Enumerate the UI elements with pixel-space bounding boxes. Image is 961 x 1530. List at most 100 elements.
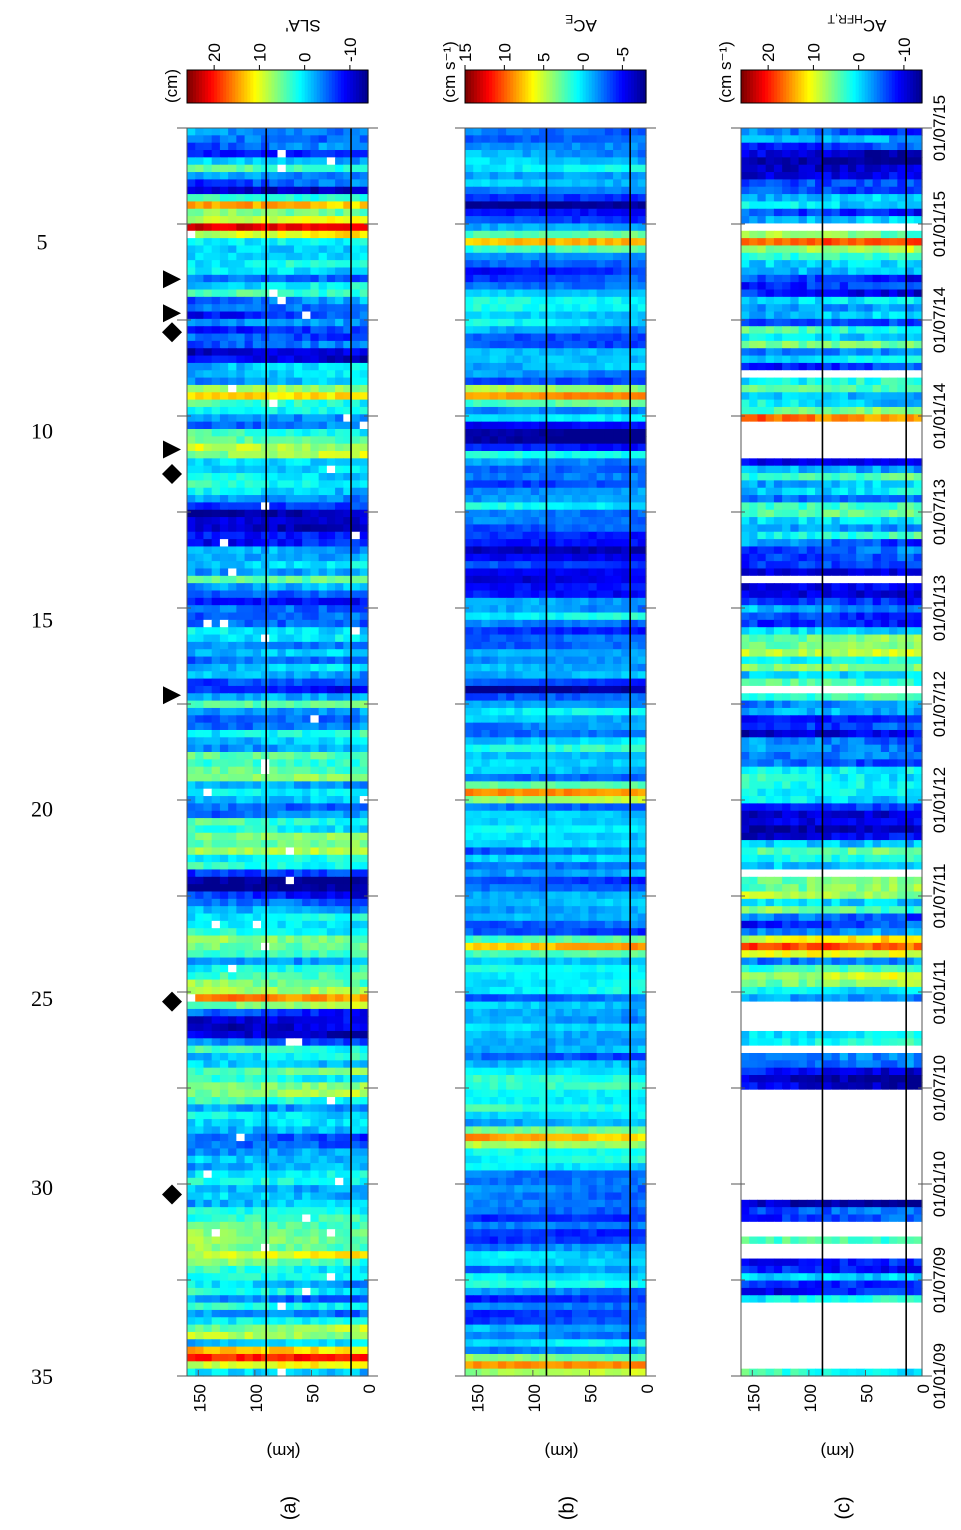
- heatmap-cell: [563, 495, 573, 503]
- heatmap-cell: [343, 774, 353, 782]
- heatmap-cell: [580, 179, 590, 188]
- heatmap-cell: [203, 128, 213, 136]
- heatmap-cell: [522, 201, 532, 210]
- heatmap-cell: [302, 906, 312, 915]
- heatmap-cell: [359, 245, 369, 254]
- heatmap-cell: [621, 406, 631, 415]
- heatmap-cell: [244, 1016, 254, 1025]
- heatmap-cell: [335, 1155, 344, 1164]
- heatmap-cell: [588, 473, 598, 481]
- heatmap-cell: [228, 1317, 237, 1326]
- heatmap-cell: [343, 942, 353, 951]
- heatmap-cell: [302, 1346, 312, 1355]
- heatmap-cell: [522, 172, 532, 180]
- heatmap-cell: [310, 142, 320, 151]
- heatmap-cell: [252, 1236, 262, 1245]
- heatmap-cell: [335, 663, 344, 672]
- colorbar-segment: [289, 70, 294, 103]
- heatmap-cell: [637, 186, 647, 195]
- heatmap-cell: [236, 759, 246, 768]
- heatmap-cell: [277, 142, 287, 151]
- heatmap-cell: [326, 487, 336, 496]
- heatmap-cell: [539, 495, 548, 503]
- heatmap-cell: [302, 392, 312, 401]
- heatmap-cell: [269, 1082, 279, 1091]
- heatmap-cell: [571, 282, 581, 291]
- heatmap-cell: [211, 1016, 221, 1025]
- heatmap-cell: [514, 150, 524, 158]
- heatmap-cell: [203, 495, 213, 503]
- heatmap-cell: [285, 796, 295, 804]
- heatmap-cell: [621, 216, 631, 225]
- heatmap-cell: [530, 296, 540, 305]
- heatmap-cell: [277, 1045, 287, 1054]
- heatmap-cell: [563, 252, 573, 261]
- heatmap-cell: [335, 128, 344, 136]
- heatmap-cell: [351, 634, 361, 643]
- heatmap-cell: [637, 289, 647, 298]
- heatmap-cell: [359, 230, 369, 239]
- heatmap-cell: [219, 150, 229, 158]
- heatmap-cell: [219, 142, 229, 151]
- heatmap-cell: [539, 333, 548, 342]
- heatmap-cell: [195, 1082, 205, 1091]
- heatmap-cell: [236, 685, 246, 694]
- heatmap-cell: [318, 531, 328, 540]
- heatmap-cell: [211, 928, 221, 937]
- heatmap-cell: [285, 1119, 295, 1127]
- heatmap-cell: [252, 869, 262, 878]
- heatmap-cell: [326, 1163, 336, 1172]
- heatmap-cell: [211, 964, 221, 973]
- heatmap-cell: [269, 1317, 279, 1326]
- heatmap-cell: [252, 898, 262, 907]
- heatmap-cell: [236, 1148, 246, 1157]
- heatmap-cell: [481, 289, 491, 298]
- heatmap-cell: [588, 157, 598, 166]
- heatmap-cell: [343, 186, 353, 195]
- heatmap-cell: [219, 517, 229, 526]
- heatmap-cell: [318, 627, 328, 636]
- heatmap-cell: [187, 803, 196, 812]
- heatmap-cell: [219, 935, 229, 944]
- heatmap-cell: [326, 502, 336, 511]
- heatmap-cell: [195, 384, 205, 393]
- heatmap-cell: [326, 436, 336, 445]
- heatmap-cell: [359, 1045, 369, 1054]
- heatmap-cell: [219, 245, 229, 254]
- heatmap-cell: [489, 392, 499, 401]
- heatmap-cell: [613, 282, 622, 291]
- heatmap-cell: [285, 223, 295, 232]
- heatmap-cell: [219, 1030, 229, 1039]
- heatmap-cell: [351, 179, 361, 188]
- heatmap-cell: [310, 157, 320, 166]
- heatmap-cell: [195, 517, 205, 526]
- heatmap-cell: [506, 172, 515, 180]
- heatmap-cell: [335, 1185, 344, 1194]
- heatmap-cell: [473, 150, 483, 158]
- heatmap-cell: [318, 752, 328, 760]
- heatmap-cell: [187, 825, 196, 834]
- heatmap-cell: [228, 348, 237, 357]
- heatmap-cell: [310, 869, 320, 878]
- heatmap-cell: [621, 304, 631, 313]
- heatmap-cell: [318, 869, 328, 878]
- heatmap-cell: [252, 1185, 262, 1194]
- heatmap-cell: [187, 223, 196, 232]
- heatmap-cell: [497, 274, 507, 283]
- heatmap-cell: [211, 722, 221, 731]
- heatmap-cell: [310, 920, 320, 929]
- heatmap-cell: [236, 428, 246, 437]
- heatmap-cell: [326, 1309, 336, 1318]
- heatmap-cell: [244, 671, 254, 680]
- heatmap-cell: [563, 194, 573, 203]
- heatmap-cell: [326, 1089, 336, 1098]
- heatmap-cell: [351, 1353, 361, 1362]
- heatmap-cell: [302, 1280, 312, 1289]
- heatmap-cell: [228, 1221, 237, 1230]
- heatmap-cell: [547, 128, 557, 136]
- heatmap-cell: [302, 260, 312, 269]
- heatmap-cell: [310, 252, 320, 261]
- heatmap-cell: [269, 884, 279, 893]
- heatmap-cell: [343, 891, 353, 900]
- heatmap-cell: [203, 201, 213, 210]
